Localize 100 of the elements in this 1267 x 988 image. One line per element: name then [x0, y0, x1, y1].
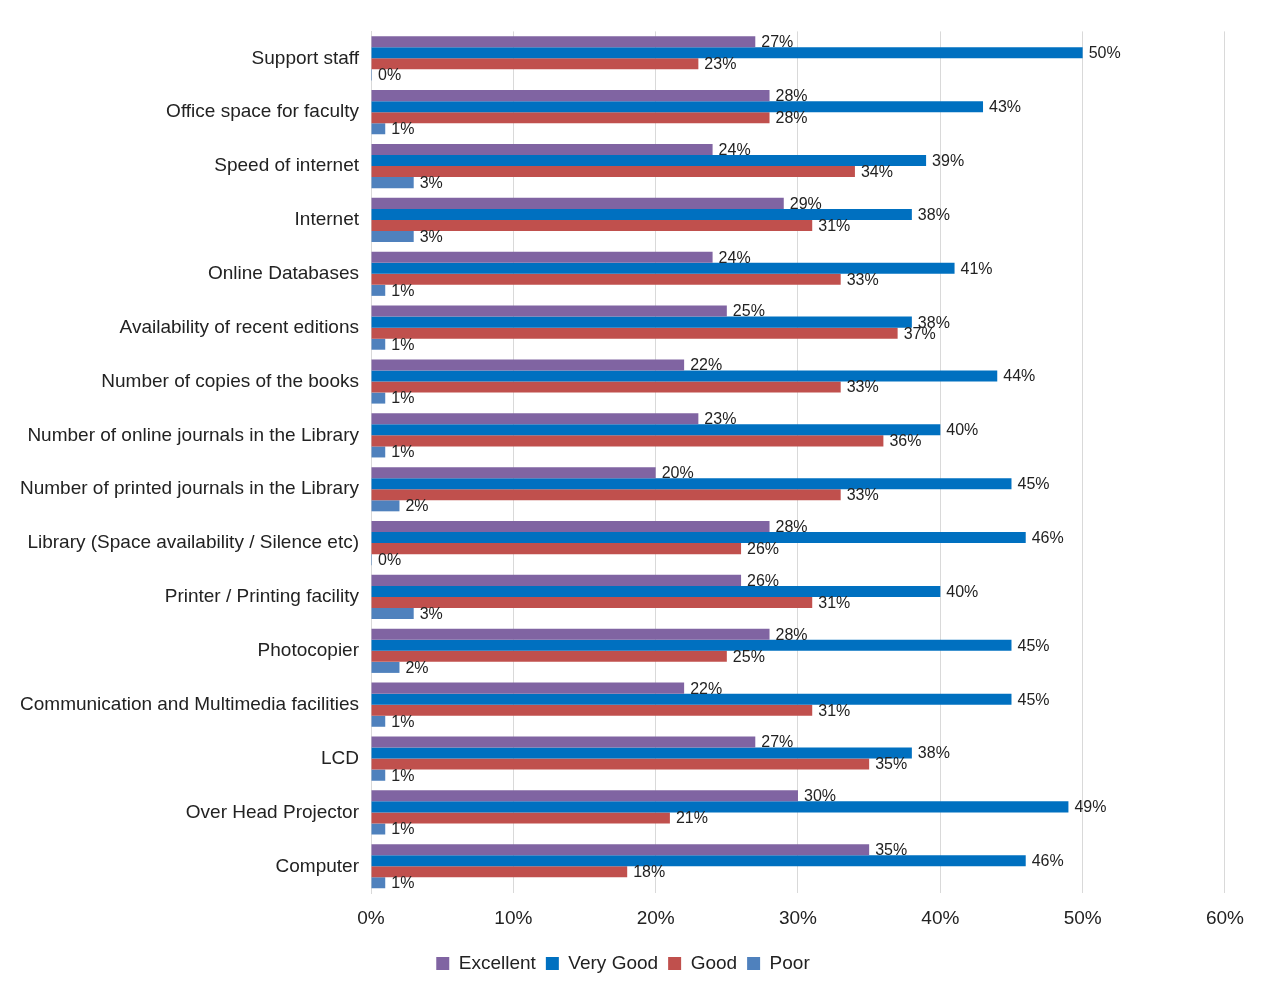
- bar: [371, 790, 798, 802]
- data-label: 24%: [718, 248, 751, 266]
- data-label: 44%: [1003, 367, 1036, 385]
- data-label: 41%: [960, 259, 993, 277]
- data-label: 22%: [690, 356, 723, 374]
- data-label: 29%: [789, 194, 822, 212]
- y-tick-label: Speed of internet: [214, 154, 360, 176]
- bar: [371, 273, 841, 285]
- x-tick-label: 30%: [778, 906, 818, 928]
- data-label: 21%: [675, 809, 708, 827]
- y-tick-label: Over Head Projector: [185, 800, 360, 822]
- data-label: 43%: [989, 98, 1022, 116]
- bar: [371, 123, 386, 135]
- data-label: 49%: [1074, 798, 1107, 816]
- data-label: 1%: [391, 120, 415, 138]
- data-label: 45%: [1017, 636, 1050, 654]
- data-label: 2%: [405, 658, 429, 676]
- data-label: 31%: [818, 216, 851, 234]
- data-label: 33%: [846, 486, 879, 504]
- bar: [371, 543, 742, 555]
- bar: [371, 769, 386, 781]
- data-label: 35%: [875, 755, 908, 773]
- x-tick-label: 20%: [636, 906, 675, 928]
- legend-label: Good: [690, 951, 738, 973]
- data-label: 3%: [419, 174, 443, 192]
- bar: [371, 801, 1069, 813]
- bar: [371, 736, 756, 748]
- bar: [371, 478, 1012, 490]
- bar: [371, 370, 998, 382]
- bar: [371, 338, 386, 350]
- bar: [371, 284, 386, 296]
- bar: [371, 758, 870, 770]
- data-label: 25%: [732, 302, 765, 320]
- bar: [371, 101, 984, 113]
- bar: [371, 90, 770, 102]
- data-label: 27%: [761, 33, 794, 51]
- data-label: 38%: [917, 744, 950, 762]
- y-tick-label: Printer / Printing facility: [164, 585, 360, 607]
- data-label: 38%: [917, 205, 950, 223]
- x-tick-label: 0%: [357, 906, 385, 928]
- bar: [371, 58, 699, 70]
- bar: [371, 715, 386, 727]
- data-label: 40%: [946, 582, 979, 600]
- data-label: 23%: [704, 410, 737, 428]
- bar: [371, 112, 770, 124]
- bar: [371, 489, 841, 501]
- data-label: 3%: [419, 604, 443, 622]
- data-label: 28%: [775, 517, 808, 535]
- bar: [371, 877, 386, 889]
- data-label: 23%: [704, 55, 737, 73]
- bar: [371, 574, 742, 586]
- x-tick-label: 10%: [494, 906, 533, 928]
- data-label: 35%: [875, 841, 908, 859]
- bar: [371, 327, 898, 339]
- y-tick-label: Office space for faculty: [166, 100, 360, 122]
- bar: [371, 47, 1083, 59]
- data-label: 39%: [932, 151, 965, 169]
- y-tick-label: Photocopier: [257, 639, 360, 661]
- bar: [371, 166, 855, 178]
- legend-label: Excellent: [458, 951, 537, 973]
- data-label: 34%: [860, 162, 893, 180]
- data-label: 46%: [1031, 852, 1064, 870]
- bar: [371, 316, 912, 328]
- bar: [371, 521, 770, 533]
- data-label: 33%: [846, 270, 879, 288]
- data-label: 1%: [391, 874, 415, 892]
- bar: [371, 628, 770, 640]
- bar: [371, 844, 870, 856]
- data-label: 36%: [889, 432, 922, 450]
- bar: [371, 500, 400, 512]
- y-tick-label: LCD: [320, 746, 359, 768]
- data-label: 1%: [391, 335, 415, 353]
- x-tick-label: 50%: [1063, 906, 1102, 928]
- data-label: 40%: [946, 421, 979, 439]
- y-tick-label: Communication and Multimedia facilities: [20, 692, 359, 714]
- legend-label: Very Good: [568, 951, 659, 973]
- bar: [371, 251, 713, 263]
- bar: [371, 197, 784, 209]
- data-label: 33%: [846, 378, 879, 396]
- x-tick-label: 60%: [1205, 906, 1245, 928]
- bar: [371, 36, 756, 48]
- bar: [371, 639, 1012, 651]
- bar: [371, 704, 813, 716]
- bar: [371, 596, 813, 608]
- legend-label: Poor: [769, 951, 811, 973]
- data-label: 30%: [803, 787, 837, 805]
- y-tick-label: Number of copies of the books: [101, 369, 359, 391]
- data-label: 25%: [732, 647, 765, 665]
- data-label: 3%: [419, 227, 443, 245]
- bar: [371, 823, 386, 835]
- y-tick-label: Computer: [275, 854, 360, 876]
- data-label: 46%: [1031, 528, 1064, 546]
- bar: [371, 219, 813, 231]
- data-label: 22%: [690, 679, 723, 697]
- y-tick-label: Online Databases: [207, 262, 359, 284]
- data-label: 0%: [378, 66, 402, 84]
- bar: [371, 812, 670, 824]
- data-label: 28%: [775, 109, 808, 127]
- bar: [371, 585, 941, 597]
- bar: [371, 446, 386, 458]
